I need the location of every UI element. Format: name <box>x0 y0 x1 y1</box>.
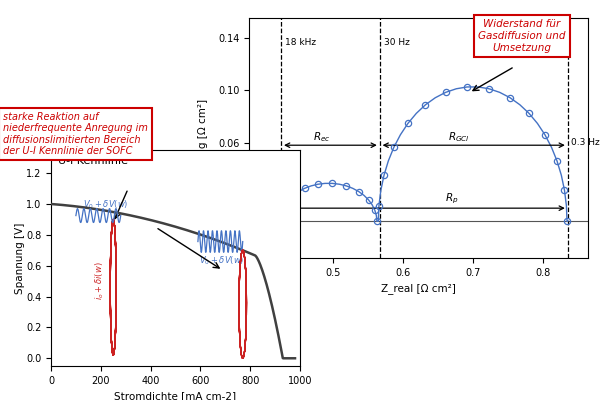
Text: Widerstand für
Gasdiffusion und
Umsetzung: Widerstand für Gasdiffusion und Umsetzun… <box>478 19 566 53</box>
Text: $R_p$: $R_p$ <box>445 192 458 206</box>
Text: starke Reaktion auf
niederfrequente Anregung im
diffusionslimitierten Bereich
de: starke Reaktion auf niederfrequente Anre… <box>3 112 148 156</box>
X-axis label: Z_real [Ω cm²]: Z_real [Ω cm²] <box>381 283 456 294</box>
Y-axis label: Spannung [V]: Spannung [V] <box>14 222 25 294</box>
Text: $R_{ec}$: $R_{ec}$ <box>313 130 331 144</box>
Y-axis label: Z_mag [Ω cm²]: Z_mag [Ω cm²] <box>197 99 208 177</box>
Text: $R_s$: $R_s$ <box>263 188 277 202</box>
Text: $R_{GCl}$: $R_{GCl}$ <box>448 130 470 144</box>
X-axis label: Stromdichte [mA cm-2]: Stromdichte [mA cm-2] <box>115 391 236 400</box>
Text: 18 kHz: 18 kHz <box>286 38 316 47</box>
Text: $i_o+\delta i(w)$: $i_o+\delta i(w)$ <box>94 262 106 300</box>
Text: U-i Kennlinie: U-i Kennlinie <box>58 156 128 166</box>
Text: $V_0+\delta V(w)$: $V_0+\delta V(w)$ <box>83 199 129 211</box>
Text: $V_0+\delta V(w)$: $V_0+\delta V(w)$ <box>199 254 245 267</box>
Text: 30 Hz: 30 Hz <box>384 38 410 47</box>
Text: 0.3 Hz: 0.3 Hz <box>571 138 599 147</box>
